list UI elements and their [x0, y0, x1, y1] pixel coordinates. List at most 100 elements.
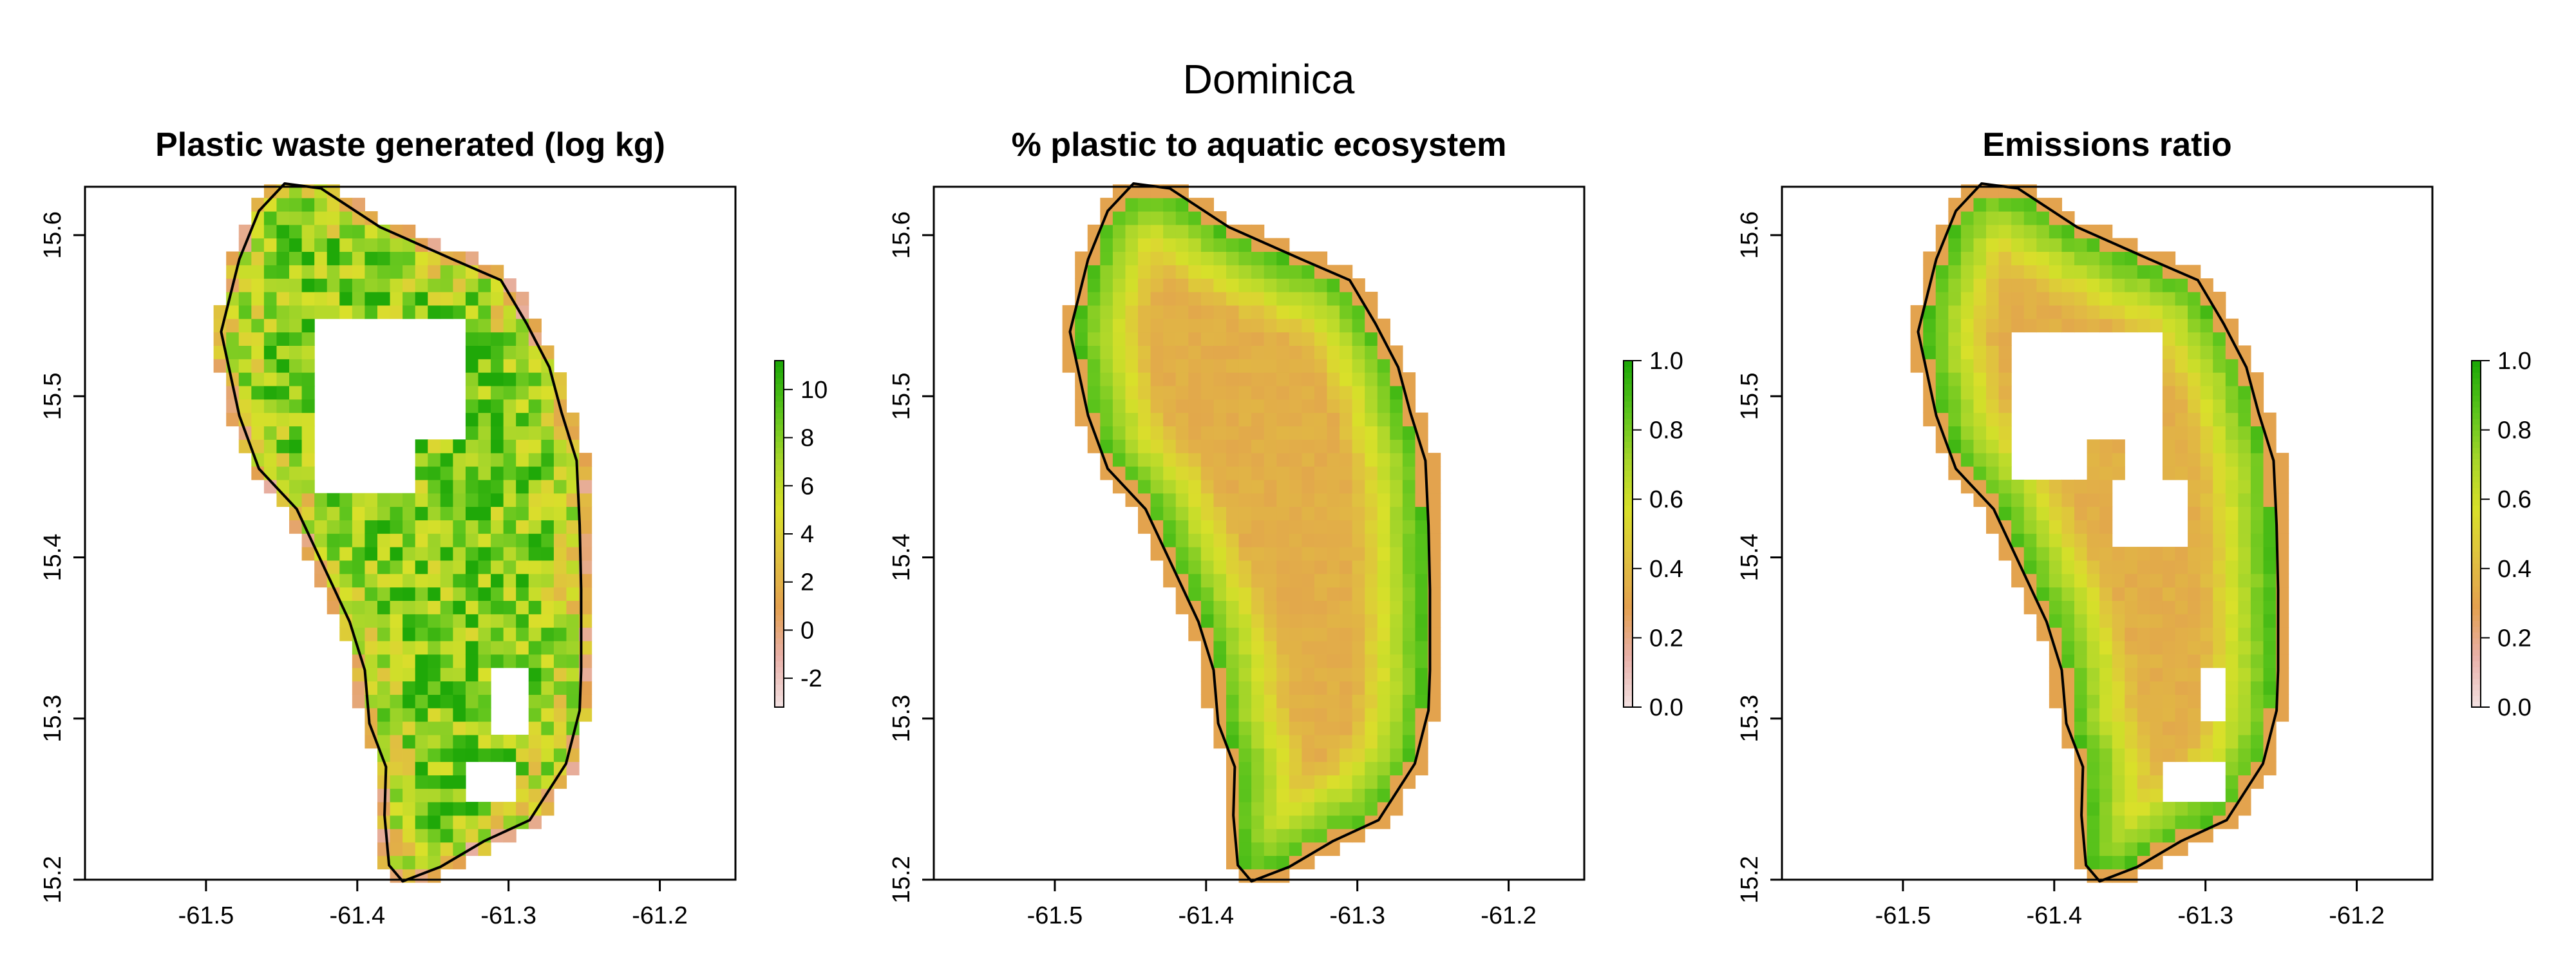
- raster-cell: [402, 842, 416, 857]
- raster-cell: [1365, 587, 1378, 601]
- raster-cell: [1340, 533, 1353, 547]
- raster-cell: [503, 506, 516, 520]
- raster-cell: [314, 198, 328, 212]
- raster-cell: [453, 815, 466, 829]
- raster-cell: [1340, 600, 1353, 614]
- raster-cell: [1138, 520, 1151, 534]
- raster-cell: [1340, 547, 1353, 561]
- raster-cell: [2112, 842, 2125, 857]
- raster-cell: [2263, 493, 2277, 507]
- raster-cell: [2238, 466, 2251, 480]
- raster-cell: [1402, 734, 1416, 749]
- y-tick-label: 15.4: [39, 534, 66, 582]
- raster-cell: [1175, 453, 1189, 467]
- raster-cell: [1276, 305, 1290, 319]
- raster-cell: [1200, 466, 1215, 480]
- raster-cell: [1125, 345, 1139, 359]
- raster-cell: [453, 627, 466, 641]
- raster-cell: [2175, 385, 2188, 400]
- raster-cell: [2125, 828, 2138, 843]
- raster-cell: [2137, 761, 2150, 776]
- raster-cell: [390, 292, 403, 306]
- colorbar-swatch: [775, 470, 784, 477]
- raster-cell: [1314, 654, 1328, 668]
- raster-cell: [566, 708, 580, 722]
- raster-cell: [2150, 667, 2163, 682]
- raster-cell: [2200, 560, 2213, 574]
- raster-cell: [2137, 775, 2150, 789]
- raster-cell: [1175, 412, 1189, 427]
- colorbar-swatch: [775, 412, 784, 419]
- raster-cell: [1352, 667, 1365, 682]
- raster-cell: [301, 520, 315, 534]
- raster-cell: [1365, 332, 1378, 346]
- island-outline: [1068, 182, 1432, 883]
- raster-cell: [2150, 573, 2163, 588]
- raster-cell: [2162, 385, 2176, 400]
- raster-cell: [1960, 453, 1975, 467]
- raster-cell: [478, 533, 491, 547]
- raster-cell: [2200, 453, 2213, 467]
- raster-cell: [1314, 627, 1328, 641]
- raster-cell: [1960, 224, 1975, 239]
- raster-cell: [402, 533, 416, 547]
- raster-cell: [1314, 305, 1328, 319]
- raster-cell: [1264, 573, 1277, 588]
- raster-cell: [541, 573, 554, 588]
- colorbar-swatch: [2472, 424, 2481, 431]
- colorbar-swatch: [775, 522, 784, 529]
- raster-cell: [2225, 493, 2239, 507]
- raster-cell: [465, 372, 479, 386]
- raster-cell: [1289, 694, 1302, 708]
- raster-cell: [2099, 466, 2113, 480]
- raster-cell: [352, 533, 366, 547]
- raster-cell: [2175, 573, 2188, 588]
- raster-cell: [327, 573, 340, 588]
- raster-cell: [1960, 251, 1975, 265]
- raster-cell: [1150, 453, 1164, 467]
- raster-cell: [402, 560, 416, 574]
- raster-cell: [1948, 318, 1962, 333]
- raster-cell: [1327, 372, 1340, 386]
- raster-cell: [1251, 224, 1265, 239]
- raster-cell: [1200, 345, 1215, 359]
- raster-cell: [1327, 600, 1340, 614]
- raster-cell: [1188, 627, 1202, 641]
- colorbar-swatch: [1624, 551, 1633, 558]
- raster-cell: [1948, 265, 1962, 279]
- raster-cell: [2175, 453, 2188, 467]
- raster-cell: [1188, 533, 1202, 547]
- raster-cell: [2200, 372, 2213, 386]
- raster-cell: [2250, 560, 2264, 574]
- raster-cell: [528, 520, 542, 534]
- raster-cell: [1948, 198, 1962, 212]
- raster-cell: [2188, 694, 2201, 708]
- raster-cell: [276, 265, 290, 279]
- raster-cell: [2200, 587, 2213, 601]
- raster-cell: [390, 533, 403, 547]
- colorbar-swatch: [1624, 696, 1633, 702]
- raster-cell: [2036, 573, 2050, 588]
- colorbar-swatch: [775, 597, 784, 604]
- colorbar-swatch: [2472, 488, 2481, 495]
- raster-cell: [1163, 466, 1177, 480]
- raster-cell: [465, 734, 479, 749]
- raster-cell: [2150, 681, 2163, 695]
- raster-cell: [1986, 238, 2000, 252]
- raster-cell: [377, 708, 391, 722]
- raster-cell: [491, 345, 504, 359]
- raster-cell: [2188, 265, 2201, 279]
- colorbar-swatch: [2472, 626, 2481, 633]
- raster-cell: [2049, 479, 2063, 494]
- raster-cell: [352, 198, 366, 212]
- raster-cell: [453, 587, 466, 601]
- raster-cell: [2011, 318, 2025, 333]
- raster-cell: [2188, 439, 2201, 453]
- raster-cell: [1112, 292, 1126, 306]
- raster-cell: [2175, 587, 2188, 601]
- raster-cell: [301, 453, 315, 467]
- raster-cell: [478, 318, 491, 333]
- raster-cell: [2049, 318, 2063, 333]
- raster-cell: [1302, 278, 1315, 292]
- raster-cell: [1327, 627, 1340, 641]
